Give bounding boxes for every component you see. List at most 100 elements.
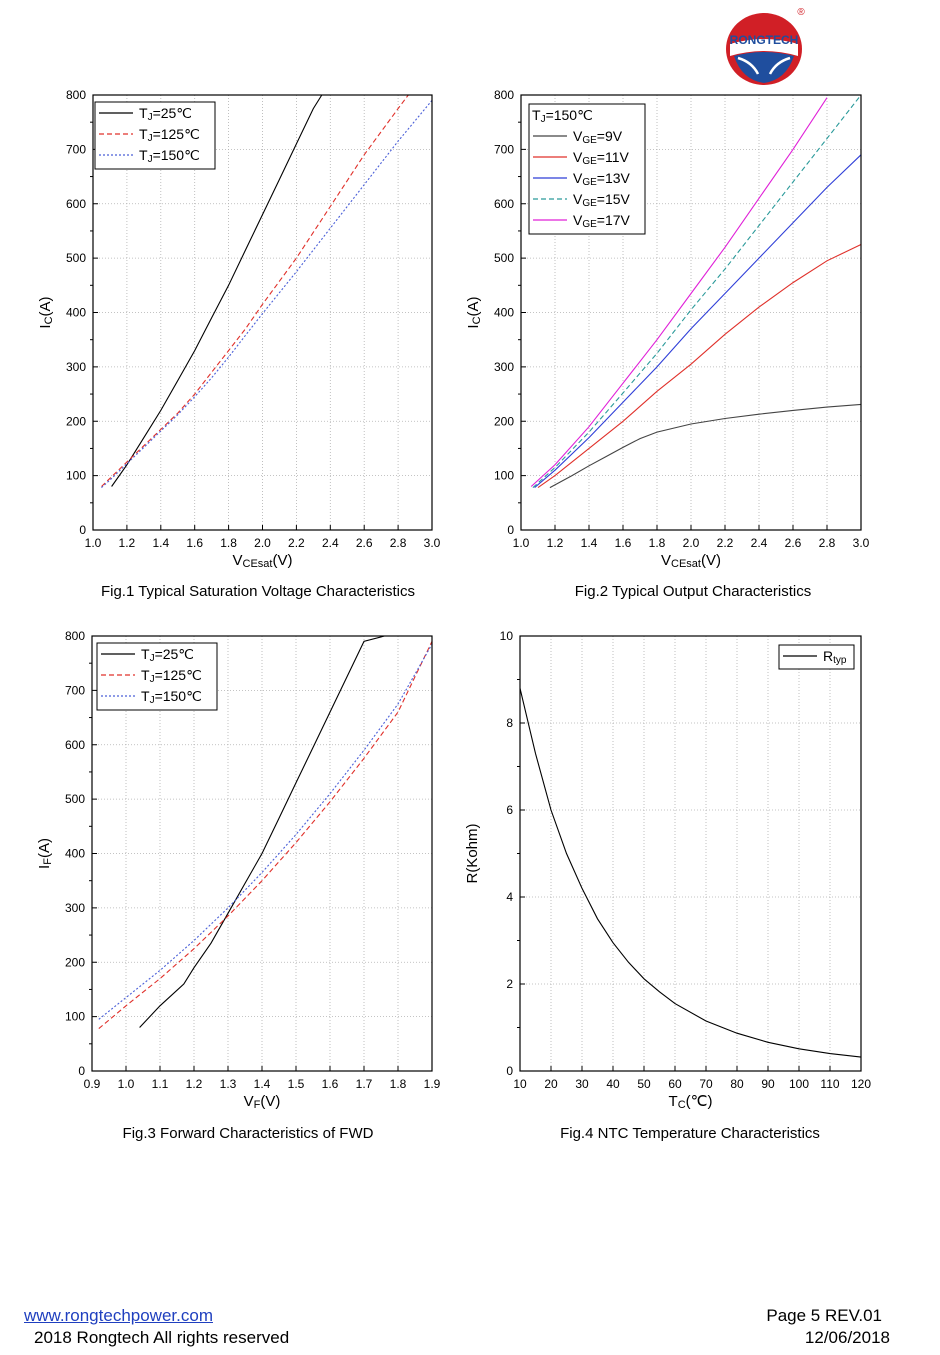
legend-entry: VGE=17V (573, 212, 631, 230)
x-tick-label: 1.0 (118, 1077, 135, 1091)
x-tick-label: 90 (761, 1077, 775, 1091)
y-tick-label: 700 (66, 142, 86, 156)
x-tick-label: 1.0 (513, 536, 530, 550)
x-tick-label: 30 (575, 1077, 589, 1091)
x-tick-label: 2.0 (254, 536, 271, 550)
y-tick-label: 500 (66, 251, 86, 265)
rongtech-logo: RONGTECH ® (724, 4, 814, 86)
series-line-2 (537, 244, 862, 489)
x-tick-label: 2.6 (785, 536, 802, 550)
chart-4: 10 20 30 40 50 60 70 80 90 100 110 120 0 2 4 6 8 10 TC(℃) R… (464, 629, 871, 1111)
chart-1: 1.0 1.2 1.4 1.6 1.8 2.0 2.2 2.4 2.6 2.8 3.0 0 100 200… (37, 88, 441, 570)
x-tick-label: 3.0 (853, 536, 870, 550)
x-tick-label: 1.6 (186, 536, 203, 550)
x-tick-label: 2.2 (717, 536, 734, 550)
x-tick-label: 1.5 (288, 1077, 305, 1091)
x-tick-label: 0.9 (84, 1077, 101, 1091)
x-tick-label: 1.6 (322, 1077, 339, 1091)
y-tick-label: 2 (506, 977, 513, 991)
y-axis-label: IC(A) (37, 296, 55, 328)
charts-area: 1.0 1.2 1.4 1.6 1.8 2.0 2.2 2.4 2.6 2.8 3.00100200… (36, 88, 871, 1111)
legend-box (778, 644, 855, 670)
y-tick-label: 600 (65, 738, 85, 752)
x-tick-label: 1.2 (119, 536, 136, 550)
y-tick-label: 0 (506, 1064, 513, 1078)
legend-entry: TJ=125℃ (139, 126, 200, 144)
y-tick-label: 10 (500, 629, 514, 643)
y-axis-label: IF(A) (36, 838, 54, 869)
y-tick-label: 800 (65, 629, 85, 643)
series-line-5 (530, 97, 828, 487)
legend-entry: TJ=25℃ (141, 646, 194, 664)
y-tick-label: 200 (494, 414, 514, 428)
fig3-caption: Fig.3 Forward Characteristics of FWD (122, 1125, 374, 1142)
plot-frame (92, 94, 433, 531)
legend-entry: Rtyp (823, 648, 847, 666)
x-tick-label: 1.2 (186, 1077, 203, 1091)
x-tick-label: 2.6 (356, 536, 373, 550)
x-tick-label: 110 (820, 1077, 839, 1091)
x-axis-label: TC(℃) (669, 1093, 713, 1111)
series-line-1 (519, 688, 862, 1058)
x-tick-label: 20 (544, 1077, 558, 1091)
legend-entry: VGE=15V (573, 191, 631, 209)
x-tick-label: 1.8 (649, 536, 666, 550)
x-tick-label: 3.0 (424, 536, 441, 550)
y-tick-label: 6 (506, 803, 513, 817)
y-tick-label: 8 (506, 716, 513, 730)
y-tick-label: 200 (66, 414, 86, 428)
y-axis-label: IC(A) (465, 296, 483, 328)
copyright-text: 2018 Rongtech All rights reserved (34, 1328, 290, 1347)
y-tick-label: 200 (65, 955, 85, 969)
legend-entry: TJ=25℃ (139, 105, 192, 123)
x-axis-label: VCEsat(V) (233, 552, 293, 570)
fig4-caption: Fig.4 NTC Temperature Characteristics (560, 1125, 820, 1142)
y-tick-label: 500 (65, 792, 85, 806)
x-tick-label: 10 (513, 1077, 527, 1091)
y-tick-label: 700 (494, 142, 514, 156)
logo-text: RONGTECH (730, 33, 799, 47)
x-tick-label: 1.4 (581, 536, 598, 550)
series-line-4 (532, 94, 862, 489)
x-tick-label: 1.4 (254, 1077, 271, 1091)
y-tick-label: 800 (66, 88, 86, 102)
x-tick-label: 50 (637, 1077, 651, 1091)
series-line-2 (101, 94, 409, 487)
series-line-1 (139, 635, 385, 1028)
x-tick-label: 2.2 (288, 536, 305, 550)
y-tick-label: 300 (65, 901, 85, 915)
legend-entry: VGE=11V (573, 149, 630, 167)
x-axis-label: VF(V) (244, 1093, 281, 1111)
legend-box (528, 103, 646, 235)
series-line-2 (98, 641, 433, 1030)
plot-frame (91, 635, 433, 1072)
x-tick-label: 2.0 (683, 536, 700, 550)
website-link[interactable]: www.rongtechpower.com (24, 1306, 213, 1325)
x-tick-label: 1.8 (220, 536, 237, 550)
y-tick-label: 500 (494, 251, 514, 265)
y-tick-label: 0 (78, 1064, 85, 1078)
logo-emblem-icon: RONGTECH ® (726, 7, 805, 85)
chart-2: 1.0 1.2 1.4 1.6 1.8 2.0 2.2 2.4 2.6 2.8 3.0 0 100 200… (465, 88, 870, 570)
x-tick-label: 1.8 (390, 1077, 407, 1091)
legend-title: TJ=150℃ (532, 107, 593, 125)
x-tick-label: 1.4 (152, 536, 169, 550)
fig2-caption: Fig.2 Typical Output Characteristics (574, 583, 812, 600)
y-tick-label: 400 (494, 306, 514, 320)
legend-entry: VGE=13V (573, 170, 631, 188)
x-tick-label: 2.8 (390, 536, 407, 550)
plot-frame (520, 94, 862, 531)
y-tick-label: 300 (66, 360, 86, 374)
series-line-1 (549, 403, 862, 489)
x-tick-label: 1.9 (424, 1077, 441, 1091)
revision-date: 12/06/2018 (804, 1328, 890, 1347)
series-line-3 (101, 100, 433, 489)
chart-3: 0.9 1.0 1.1 1.2 1.3 1.4 1.5 1.6 1.7 1.8 1.9 0 100 200… (36, 629, 441, 1111)
series-line-1 (111, 94, 323, 487)
y-tick-label: 300 (494, 360, 514, 374)
legend-entry: TJ=150℃ (141, 688, 202, 706)
y-axis-label: R(Kohm) (464, 823, 481, 883)
y-tick-label: 100 (66, 469, 86, 483)
x-tick-label: 120 (851, 1077, 871, 1091)
